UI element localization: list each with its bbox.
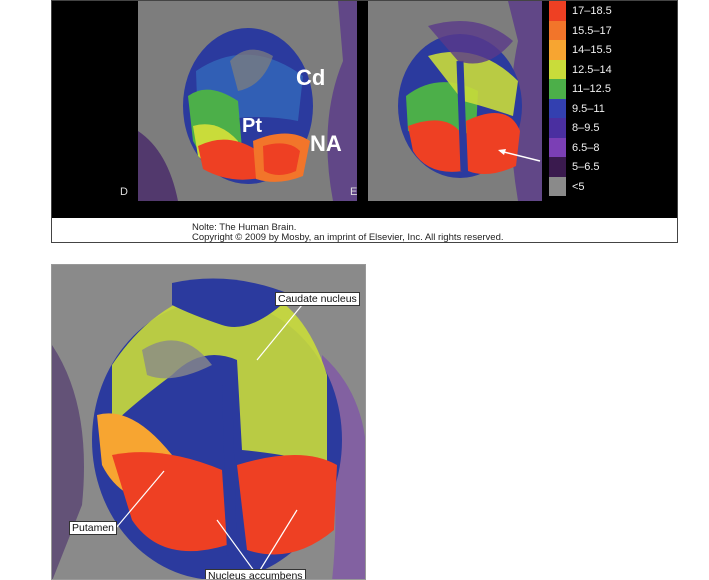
top-figure-image-area: Cd Pt NA D E 17–18.5 15.5–17 14–15.5 12 xyxy=(52,1,677,218)
legend-label: 6.5–8 xyxy=(572,141,600,154)
panel-d-letter: D xyxy=(120,186,128,198)
legend-swatch xyxy=(549,176,566,196)
legend-swatch xyxy=(549,137,566,157)
caption-line-2: Copyright © 2009 by Mosby, an imprint of… xyxy=(192,232,504,243)
panel-d: Cd Pt NA xyxy=(138,1,357,201)
legend-label: 14–15.5 xyxy=(572,44,612,56)
putamen-callout: Putamen xyxy=(69,521,118,535)
legend-swatch xyxy=(549,20,566,40)
panel-e xyxy=(368,1,542,201)
legend-swatch xyxy=(549,157,566,177)
legend-label: 15.5–17 xyxy=(572,24,612,37)
legend-label: 12.5–14 xyxy=(572,63,612,76)
caption-line-1: Nolte: The Human Brain. xyxy=(192,222,297,233)
na-label: NA xyxy=(310,131,342,156)
legend-swatch xyxy=(549,40,566,60)
color-scale-legend: 17–18.5 15.5–17 14–15.5 12.5–14 11–12.5 9.5–1… xyxy=(549,1,677,201)
legend-label: 5–6.5 xyxy=(572,161,600,173)
legend-label: 8–9.5 xyxy=(572,122,600,134)
cd-label: Cd xyxy=(296,65,326,90)
top-figure: Cd Pt NA D E 17–18.5 15.5–17 14–15.5 12 xyxy=(51,0,678,243)
pt-label: Pt xyxy=(242,115,262,137)
panel-e-letter: E xyxy=(350,186,358,198)
legend-swatch xyxy=(549,1,566,21)
legend-label: 17–18.5 xyxy=(572,5,612,17)
panel-d-image xyxy=(138,1,357,201)
legend-label: 11–12.5 xyxy=(572,83,611,95)
caption-area: Nolte: The Human Brain. Copyright © 2009… xyxy=(52,218,677,243)
legend-swatch xyxy=(549,79,566,99)
legend-label: 9.5–11 xyxy=(572,102,605,115)
bottom-figure: Caudate nucleus Putamen Nucleus accumben… xyxy=(51,264,366,580)
legend-swatch xyxy=(549,118,566,138)
panel-e-image xyxy=(368,1,542,201)
legend-label: <5 xyxy=(572,180,585,193)
caudate-nucleus-callout: Caudate nucleus xyxy=(275,292,360,306)
legend-swatch xyxy=(549,59,566,79)
legend-swatch xyxy=(549,98,566,118)
nucleus-accumbens-callout: Nucleus accumbens xyxy=(205,569,306,579)
